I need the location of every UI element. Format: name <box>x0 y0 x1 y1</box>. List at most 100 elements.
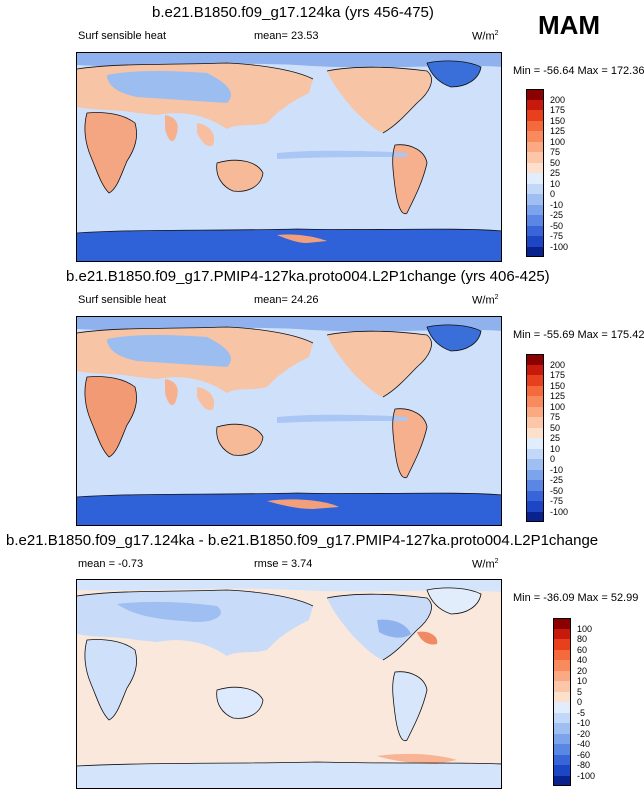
colorbar-tick-label: 50 <box>550 157 561 168</box>
colorbar-tick-label: -100 <box>550 506 569 517</box>
colorbar-tick-label: -75 <box>550 496 564 506</box>
colorbar-tick-label: 100 <box>550 136 566 147</box>
colorbar-box <box>526 173 544 184</box>
colorbar-tick-label: 100 <box>577 623 593 634</box>
colorbar-tick-label: -40 <box>577 739 591 749</box>
colorbar-box <box>526 141 544 152</box>
colorbar-box <box>526 120 544 131</box>
colorbar-box <box>526 152 544 163</box>
colorbar-box <box>553 754 571 765</box>
colorbar-box <box>553 618 571 629</box>
colorbar-tick-label: 75 <box>550 147 561 157</box>
colorbar-tick-label: 100 <box>550 401 566 412</box>
colorbar-box <box>526 183 544 194</box>
colorbar-tick-label: 40 <box>577 655 588 665</box>
panel-3-map <box>76 579 502 789</box>
panel-3-title: b.e21.B1850.f09_g17.124ka - b.e21.B1850.… <box>6 532 599 549</box>
panel-3-mean-label: mean = -0.73 <box>78 558 144 570</box>
colorbar-box <box>553 765 571 776</box>
colorbar-box <box>553 660 571 671</box>
season-label: MAM <box>538 10 601 40</box>
colorbar-box <box>553 712 571 723</box>
colorbar-box <box>526 246 544 257</box>
colorbar-tick-label: -25 <box>550 210 564 220</box>
panel-2-title: b.e21.B1850.f09_g17.PMIP4-127ka.proto004… <box>66 268 550 285</box>
colorbar-box <box>526 215 544 226</box>
colorbar-box <box>526 225 544 236</box>
colorbar-box <box>526 131 544 142</box>
colorbar-box <box>526 375 544 386</box>
panel-1-map <box>76 52 502 262</box>
colorbar-tick-label: 125 <box>550 126 566 136</box>
colorbar-box <box>526 99 544 110</box>
colorbar-tick-label: -100 <box>577 770 596 781</box>
colorbar-tick-label: -100 <box>550 241 569 252</box>
colorbar-box <box>553 775 571 786</box>
colorbar-box <box>553 649 571 660</box>
colorbar-box <box>526 469 544 480</box>
colorbar-tick-label: 10 <box>550 178 561 189</box>
colorbar-box <box>553 733 571 744</box>
panel-2-minmax: Min = -55.69 Max = 175.42 <box>513 329 644 341</box>
colorbar-box <box>526 501 544 512</box>
colorbar-box <box>526 417 544 428</box>
colorbar-box <box>526 396 544 407</box>
colorbar-tick-label: 200 <box>550 94 566 105</box>
panel-2-mean-label: mean= 24.26 <box>254 294 319 306</box>
colorbar-tick-label: 0 <box>577 697 583 707</box>
colorbar-tick-label: 25 <box>550 433 561 443</box>
colorbar-box <box>553 744 571 755</box>
colorbar-tick-label: -10 <box>550 464 564 475</box>
colorbar-box <box>526 459 544 470</box>
colorbar-box <box>526 162 544 173</box>
colorbar-tick-label: 0 <box>550 189 556 199</box>
colorbar-box <box>553 628 571 639</box>
colorbar-tick-label: 175 <box>550 105 566 115</box>
colorbar-box <box>526 385 544 396</box>
colorbar-tick-label: -25 <box>550 475 564 485</box>
panel-2-map <box>76 316 502 526</box>
colorbar-box <box>553 691 571 702</box>
panel-1-units: W/m2 <box>472 30 499 43</box>
colorbar-tick-label: 25 <box>550 168 561 178</box>
colorbar-box <box>526 438 544 449</box>
colorbar-box <box>526 490 544 501</box>
panel-2-variable-label: Surf sensible heat <box>78 294 167 306</box>
colorbar-tick-label: -60 <box>577 749 591 760</box>
panel-3-minmax: Min = -36.09 Max = 52.99 <box>513 592 639 604</box>
colorbar-box <box>526 110 544 121</box>
colorbar-tick-label: 60 <box>577 644 588 655</box>
panel-1-minmax: Min = -56.64 Max = 172.36 <box>513 65 644 77</box>
colorbar-box <box>526 480 544 491</box>
colorbar-tick-label: -80 <box>577 760 591 770</box>
colorbar-box <box>526 236 544 247</box>
colorbar-tick-label: -50 <box>550 220 564 231</box>
panel-1-variable-label: Surf sensible heat <box>78 30 167 42</box>
colorbar-tick-label: -75 <box>550 231 564 241</box>
colorbar-tick-label: -10 <box>577 718 591 728</box>
colorbar-tick-label: 20 <box>577 665 588 676</box>
colorbar-tick-label: -20 <box>577 728 591 739</box>
colorbar-tick-label: -5 <box>577 707 586 718</box>
colorbar-tick-label: 175 <box>550 370 566 380</box>
panel-1-mean-label: mean= 23.53 <box>254 30 319 42</box>
colorbar-box <box>553 670 571 681</box>
colorbar-tick-label: 200 <box>550 359 566 370</box>
colorbar-tick-label: -50 <box>550 485 564 496</box>
colorbar-tick-label: 150 <box>550 115 566 126</box>
colorbar-box <box>553 702 571 713</box>
colorbar-box <box>526 511 544 522</box>
colorbar-tick-label: 125 <box>550 391 566 401</box>
colorbar-tick-label: 0 <box>550 454 556 464</box>
colorbar-box <box>526 406 544 417</box>
colorbar-box <box>526 89 544 100</box>
colorbar-box <box>526 194 544 205</box>
colorbar-box <box>526 364 544 375</box>
colorbar-tick-label: 10 <box>550 443 561 454</box>
colorbar-box <box>553 681 571 692</box>
colorbar-box <box>553 723 571 734</box>
colorbar-tick-label: 80 <box>577 634 588 644</box>
panel-1-title: b.e21.B1850.f09_g17.124ka (yrs 456-475) <box>152 4 434 21</box>
colorbar-box <box>553 639 571 650</box>
panel-3-rmse-label: rmse = 3.74 <box>254 558 313 570</box>
